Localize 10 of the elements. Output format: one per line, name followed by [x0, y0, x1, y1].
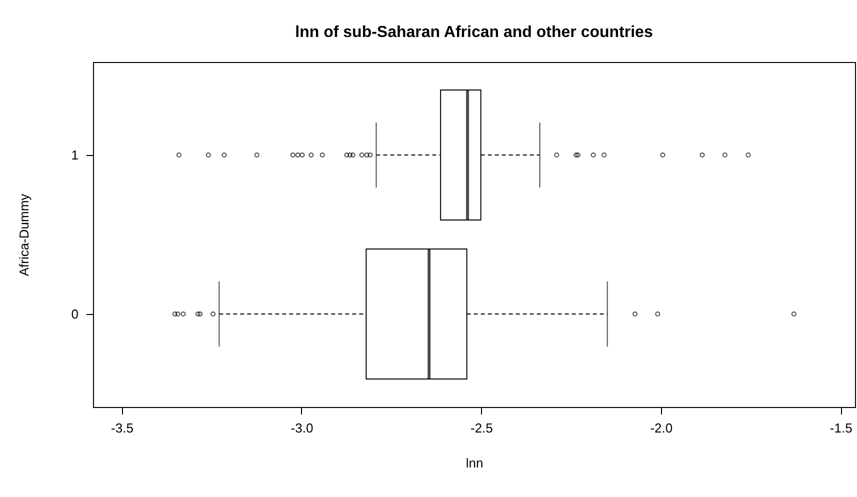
x-tick-label: -2.0 [650, 420, 673, 436]
chart-title: lnn of sub-Saharan African and other countries [295, 24, 653, 41]
x-tick-label: -3.0 [290, 420, 314, 436]
x-tick-label: -2.5 [470, 420, 493, 436]
x-axis-title: lnn [466, 456, 484, 470]
y-axis-title: Africa-Dummy [16, 193, 32, 276]
y-tick-label: 1 [71, 148, 78, 163]
x-tick-label: -1.5 [830, 420, 852, 436]
x-tick-label: -3.5 [111, 420, 134, 436]
y-tick-label: 0 [71, 306, 78, 322]
